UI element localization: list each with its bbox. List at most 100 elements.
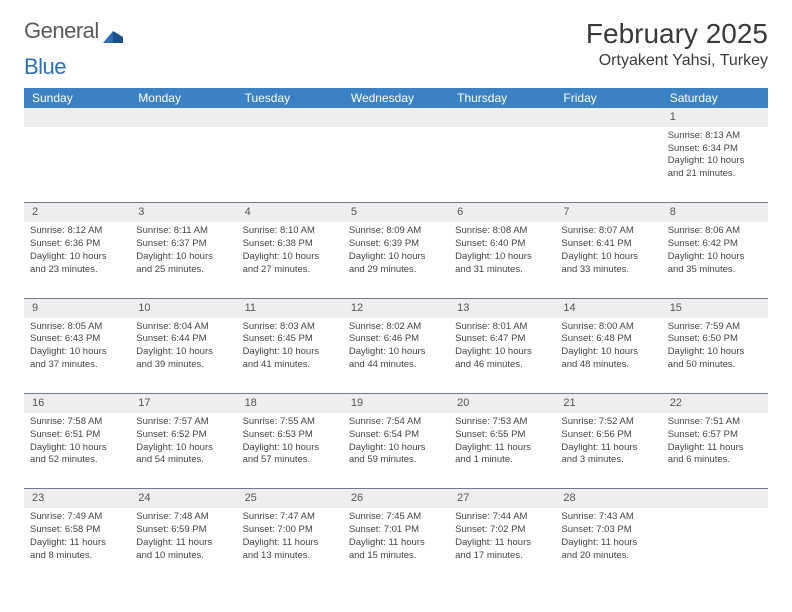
page-subtitle: Ortyakent Yahsi, Turkey	[586, 52, 768, 70]
day-cell: Sunrise: 8:13 AMSunset: 6:34 PMDaylight:…	[662, 127, 768, 203]
day-content-row: Sunrise: 8:13 AMSunset: 6:34 PMDaylight:…	[24, 127, 768, 203]
day-cell: Sunrise: 7:48 AMSunset: 6:59 PMDaylight:…	[130, 508, 236, 584]
daylight-line: Daylight: 10 hours and 52 minutes.	[30, 442, 124, 468]
daylight-line: Daylight: 10 hours and 54 minutes.	[136, 442, 230, 468]
sunrise-line: Sunrise: 8:13 AM	[668, 130, 762, 143]
sunrise-line: Sunrise: 8:12 AM	[30, 225, 124, 238]
sunset-line: Sunset: 7:03 PM	[561, 524, 655, 537]
day-cell: Sunrise: 8:02 AMSunset: 6:46 PMDaylight:…	[343, 318, 449, 394]
sunset-line: Sunset: 6:45 PM	[243, 333, 337, 346]
sunset-line: Sunset: 6:44 PM	[136, 333, 230, 346]
day-cell: Sunrise: 7:55 AMSunset: 6:53 PMDaylight:…	[237, 413, 343, 489]
day-cell: Sunrise: 8:00 AMSunset: 6:48 PMDaylight:…	[555, 318, 661, 394]
daylight-line: Daylight: 10 hours and 39 minutes.	[136, 346, 230, 372]
day-number: 24	[130, 489, 236, 508]
day-number: 17	[130, 394, 236, 413]
daynum-row: 16171819202122	[24, 394, 768, 413]
daynum-row: 1	[24, 108, 768, 127]
sunrise-line: Sunrise: 8:02 AM	[349, 321, 443, 334]
day-cell: Sunrise: 8:06 AMSunset: 6:42 PMDaylight:…	[662, 222, 768, 298]
day-cell	[449, 127, 555, 203]
sunset-line: Sunset: 6:40 PM	[455, 238, 549, 251]
day-header: Monday	[130, 88, 236, 108]
day-cell: Sunrise: 7:58 AMSunset: 6:51 PMDaylight:…	[24, 413, 130, 489]
day-number	[555, 108, 661, 127]
day-number	[237, 108, 343, 127]
day-number: 18	[237, 394, 343, 413]
day-number: 10	[130, 298, 236, 317]
daylight-line: Daylight: 11 hours and 8 minutes.	[30, 537, 124, 563]
day-content-row: Sunrise: 8:12 AMSunset: 6:36 PMDaylight:…	[24, 222, 768, 298]
page-title: February 2025	[586, 18, 768, 50]
sunset-line: Sunset: 6:47 PM	[455, 333, 549, 346]
day-number	[130, 108, 236, 127]
sunrise-line: Sunrise: 7:55 AM	[243, 416, 337, 429]
daylight-line: Daylight: 11 hours and 1 minute.	[455, 442, 549, 468]
sunset-line: Sunset: 6:39 PM	[349, 238, 443, 251]
logo-text-1: General	[24, 18, 99, 44]
day-number: 15	[662, 298, 768, 317]
sunset-line: Sunset: 6:48 PM	[561, 333, 655, 346]
sunrise-line: Sunrise: 8:04 AM	[136, 321, 230, 334]
sunrise-line: Sunrise: 8:09 AM	[349, 225, 443, 238]
sunrise-line: Sunrise: 8:00 AM	[561, 321, 655, 334]
sunrise-line: Sunrise: 8:03 AM	[243, 321, 337, 334]
day-number: 9	[24, 298, 130, 317]
day-header: Thursday	[449, 88, 555, 108]
day-header: Tuesday	[237, 88, 343, 108]
title-block: February 2025 Ortyakent Yahsi, Turkey	[586, 18, 768, 70]
daylight-line: Daylight: 11 hours and 13 minutes.	[243, 537, 337, 563]
day-number: 5	[343, 203, 449, 222]
daylight-line: Daylight: 10 hours and 57 minutes.	[243, 442, 337, 468]
calendar-page: General February 2025 Ortyakent Yahsi, T…	[0, 0, 792, 594]
sunrise-line: Sunrise: 7:57 AM	[136, 416, 230, 429]
day-cell: Sunrise: 8:09 AMSunset: 6:39 PMDaylight:…	[343, 222, 449, 298]
sunrise-line: Sunrise: 8:07 AM	[561, 225, 655, 238]
sunset-line: Sunset: 6:46 PM	[349, 333, 443, 346]
sunrise-line: Sunrise: 8:10 AM	[243, 225, 337, 238]
day-number	[662, 489, 768, 508]
sunrise-line: Sunrise: 7:54 AM	[349, 416, 443, 429]
day-cell: Sunrise: 7:53 AMSunset: 6:55 PMDaylight:…	[449, 413, 555, 489]
day-cell: Sunrise: 7:49 AMSunset: 6:58 PMDaylight:…	[24, 508, 130, 584]
sunset-line: Sunset: 6:56 PM	[561, 429, 655, 442]
sunrise-line: Sunrise: 7:52 AM	[561, 416, 655, 429]
daylight-line: Daylight: 11 hours and 20 minutes.	[561, 537, 655, 563]
day-cell	[555, 127, 661, 203]
logo-text-2: Blue	[24, 54, 66, 80]
sunset-line: Sunset: 6:59 PM	[136, 524, 230, 537]
sunrise-line: Sunrise: 7:51 AM	[668, 416, 762, 429]
day-number: 11	[237, 298, 343, 317]
daylight-line: Daylight: 10 hours and 27 minutes.	[243, 251, 337, 277]
sunset-line: Sunset: 7:02 PM	[455, 524, 549, 537]
sunrise-line: Sunrise: 8:11 AM	[136, 225, 230, 238]
day-content-row: Sunrise: 8:05 AMSunset: 6:43 PMDaylight:…	[24, 318, 768, 394]
sunrise-line: Sunrise: 7:47 AM	[243, 511, 337, 524]
daylight-line: Daylight: 11 hours and 10 minutes.	[136, 537, 230, 563]
daylight-line: Daylight: 10 hours and 50 minutes.	[668, 346, 762, 372]
sunset-line: Sunset: 6:52 PM	[136, 429, 230, 442]
sunset-line: Sunset: 6:55 PM	[455, 429, 549, 442]
day-cell: Sunrise: 7:51 AMSunset: 6:57 PMDaylight:…	[662, 413, 768, 489]
sunset-line: Sunset: 6:43 PM	[30, 333, 124, 346]
daylight-line: Daylight: 10 hours and 33 minutes.	[561, 251, 655, 277]
daylight-line: Daylight: 10 hours and 31 minutes.	[455, 251, 549, 277]
day-cell: Sunrise: 7:54 AMSunset: 6:54 PMDaylight:…	[343, 413, 449, 489]
daylight-line: Daylight: 10 hours and 23 minutes.	[30, 251, 124, 277]
day-number: 25	[237, 489, 343, 508]
sunset-line: Sunset: 6:41 PM	[561, 238, 655, 251]
daylight-line: Daylight: 10 hours and 29 minutes.	[349, 251, 443, 277]
day-content-row: Sunrise: 7:49 AMSunset: 6:58 PMDaylight:…	[24, 508, 768, 584]
logo: General	[24, 18, 125, 44]
day-number: 6	[449, 203, 555, 222]
day-cell: Sunrise: 8:03 AMSunset: 6:45 PMDaylight:…	[237, 318, 343, 394]
sunset-line: Sunset: 6:36 PM	[30, 238, 124, 251]
day-number: 22	[662, 394, 768, 413]
day-cell: Sunrise: 7:57 AMSunset: 6:52 PMDaylight:…	[130, 413, 236, 489]
day-number: 12	[343, 298, 449, 317]
day-number: 23	[24, 489, 130, 508]
day-header: Wednesday	[343, 88, 449, 108]
day-cell	[343, 127, 449, 203]
day-number: 20	[449, 394, 555, 413]
sunrise-line: Sunrise: 7:58 AM	[30, 416, 124, 429]
